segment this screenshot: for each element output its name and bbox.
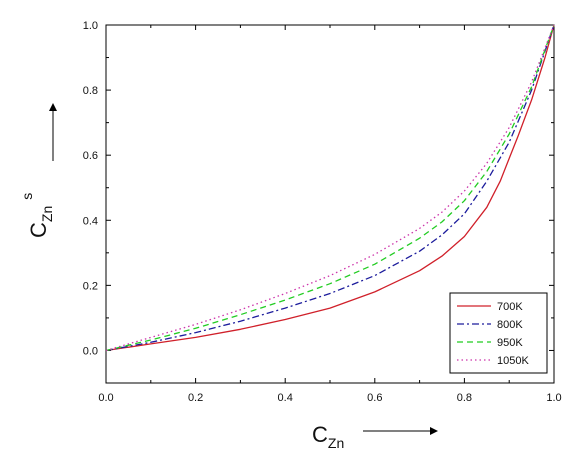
series-line-1050k (105, 24, 555, 352)
legend-label: 800K (497, 319, 523, 331)
legend-label: 700K (497, 301, 523, 313)
x-tick-label: 0.8 (457, 392, 472, 404)
series-line-700k (105, 24, 555, 352)
y-tick-label: 0.4 (83, 215, 98, 227)
legend-label: 950K (497, 337, 523, 349)
y-tick-label: 0.6 (83, 150, 98, 162)
x-axis-ticks: 0.0 0.2 0.4 0.6 0.8 1.0 (98, 25, 562, 404)
x-tick-label: 1.0 (546, 392, 561, 404)
y-tick-label: 0.0 (83, 345, 98, 357)
x-axis-label: CZn (312, 422, 344, 451)
y-axis-ticks: 0.0 0.2 0.4 0.6 0.8 1.0 (83, 20, 554, 384)
y-axis-label-main: C (26, 222, 51, 238)
legend-label: 1050K (497, 355, 529, 367)
x-tick-label: 0.2 (188, 392, 203, 404)
y-axis-arrow (49, 103, 57, 161)
x-axis-label-main: C (312, 422, 328, 447)
y-axis-label-sub: Zn (39, 206, 55, 222)
y-tick-label: 0.2 (83, 280, 98, 292)
x-tick-label: 0.0 (98, 392, 113, 404)
series-line-800k (105, 24, 555, 352)
x-tick-label: 0.6 (367, 392, 382, 404)
x-axis-label-sub: Zn (328, 435, 344, 451)
y-tick-label: 1.0 (83, 20, 98, 32)
legend: 700K 800K 950K 1050K (449, 292, 548, 374)
x-axis-arrow (363, 427, 438, 435)
y-tick-label: 0.8 (83, 85, 98, 97)
x-tick-label: 0.4 (278, 392, 293, 404)
y-axis-label: CZns (19, 193, 55, 238)
y-axis-label-sup: s (19, 193, 35, 200)
series-line-950k (105, 24, 555, 352)
series-lines (105, 24, 555, 352)
